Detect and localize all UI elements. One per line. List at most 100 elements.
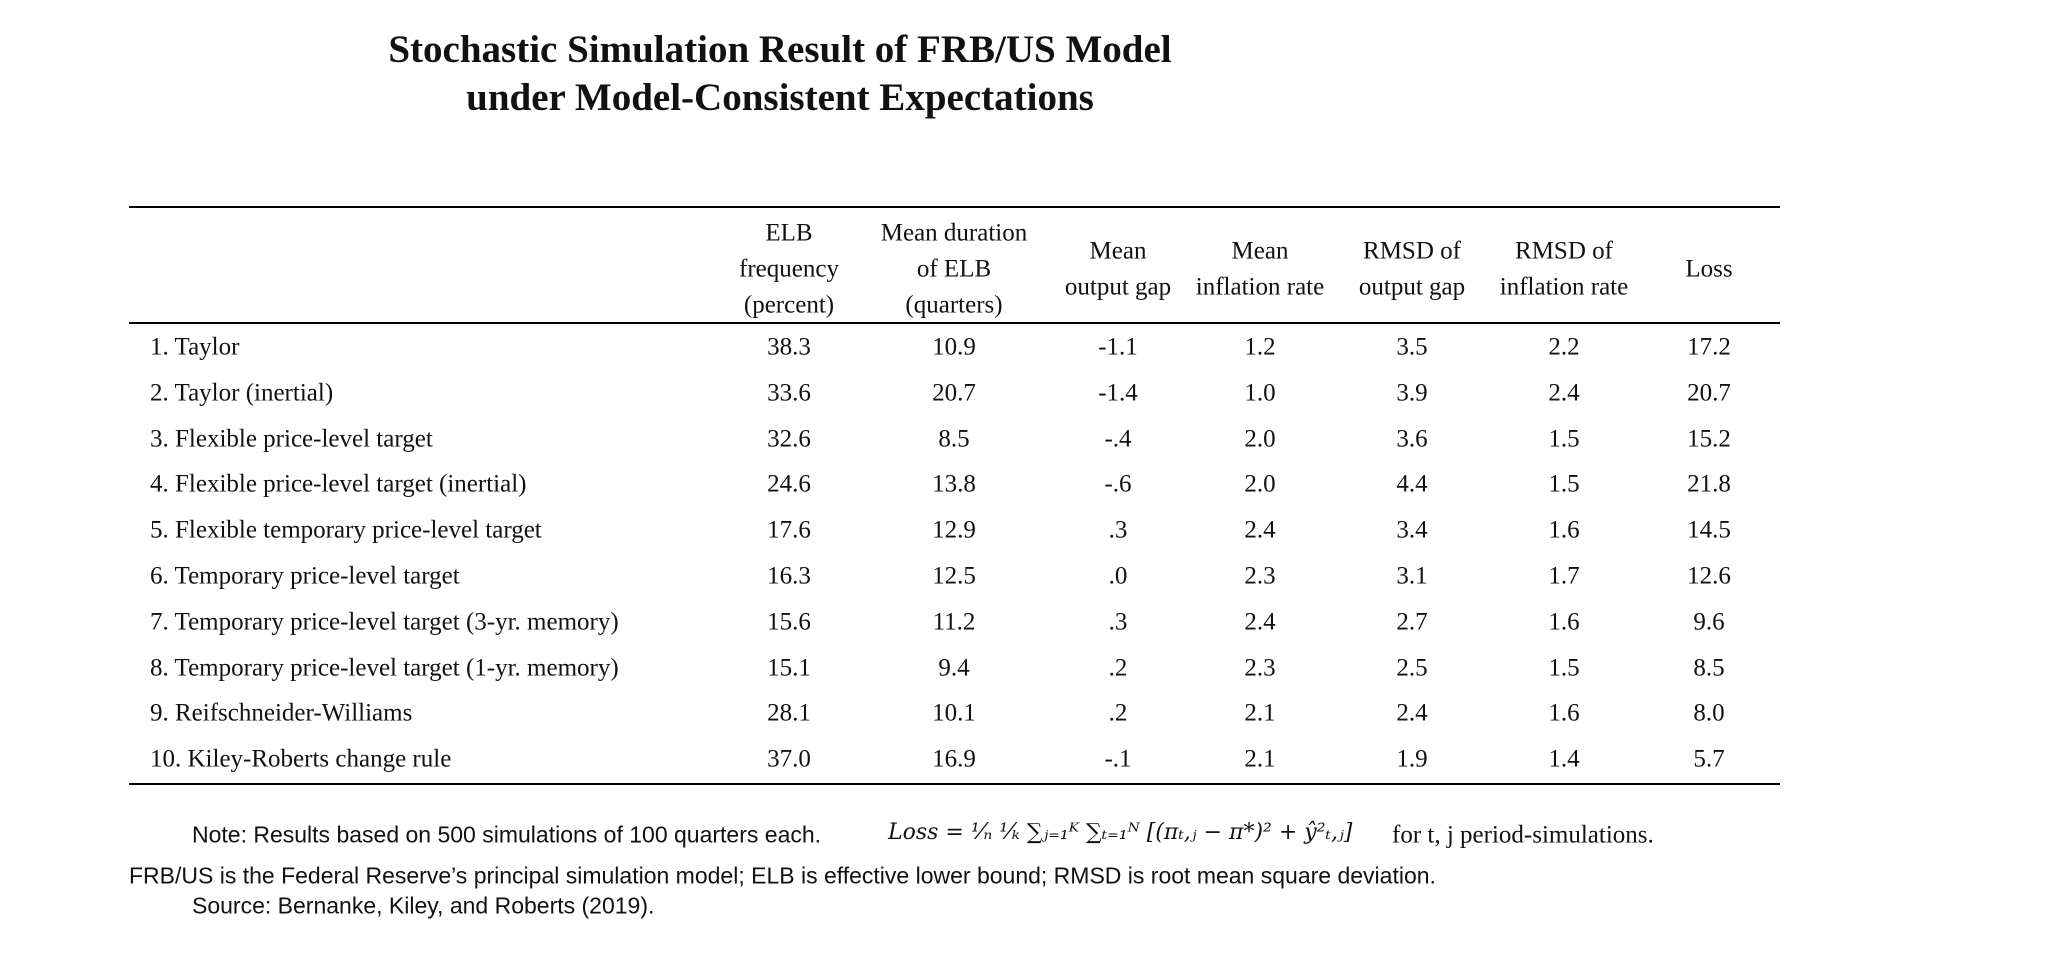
cell: 2.3 [1244, 654, 1276, 682]
cell: .3 [1108, 516, 1128, 544]
cell: 17.2 [1687, 333, 1731, 361]
bottom-rule [129, 783, 1780, 785]
cell: 2.1 [1244, 699, 1276, 727]
note-suffix: for t, j period-simulations. [1392, 821, 1654, 849]
cell: 1.6 [1548, 608, 1580, 636]
cell: 20.7 [1687, 379, 1731, 407]
cell: 1.2 [1244, 333, 1276, 361]
cell: 2.4 [1244, 516, 1276, 544]
column-header: ELB [765, 219, 813, 247]
cell: -1.1 [1098, 333, 1138, 361]
cell: 2.4 [1244, 608, 1276, 636]
cell: 9.4 [938, 654, 970, 682]
cell: 16.9 [932, 745, 976, 773]
note-line: FRB/US is the Federal Reserve’s principa… [129, 862, 1436, 889]
column-header: (percent) [743, 291, 835, 319]
cell: 1.5 [1548, 470, 1580, 498]
cell: 4.4 [1396, 470, 1428, 498]
column-header: RMSD of [1515, 237, 1613, 265]
cell: 2.5 [1396, 654, 1428, 682]
cell: -1.4 [1098, 379, 1138, 407]
cell: .3 [1108, 608, 1128, 636]
cell: -.4 [1104, 425, 1132, 453]
cell: 1.9 [1396, 745, 1428, 773]
cell: 1.5 [1548, 654, 1580, 682]
cell: 1.0 [1244, 379, 1276, 407]
cell: 12.6 [1687, 562, 1731, 590]
cell: 3.4 [1396, 516, 1428, 544]
cell: 2.4 [1396, 699, 1428, 727]
cell: 2.2 [1548, 333, 1580, 361]
row-label: 2. Taylor (inertial) [150, 379, 334, 407]
header-rule [129, 322, 1780, 324]
cell: 10.9 [932, 333, 976, 361]
column-header: RMSD of [1363, 237, 1461, 265]
cell: 32.6 [767, 425, 811, 453]
cell: .2 [1108, 654, 1128, 682]
row-label: 3. Flexible price-level target [150, 425, 433, 453]
note-text: Note: Results based on 500 simulations o… [192, 821, 822, 848]
cell: 3.5 [1396, 333, 1428, 361]
cell: 16.3 [767, 562, 811, 590]
cell: .2 [1108, 699, 1128, 727]
cell: 15.1 [767, 654, 811, 682]
cell: 38.3 [767, 333, 811, 361]
column-header: output gap [1064, 273, 1172, 301]
title: under Model-Consistent Expectations [466, 76, 1094, 119]
cell: 3.9 [1396, 379, 1428, 407]
cell: 2.4 [1548, 379, 1580, 407]
source: Source: Bernanke, Kiley, and Roberts (20… [192, 892, 655, 919]
note-formula: Loss = ¹⁄ₙ ¹⁄ₖ ∑ⱼ₌₁ᴷ ∑ₜ₌₁ᴺ [(πₜ,ⱼ − π*)²… [888, 820, 1353, 845]
cell: 20.7 [932, 379, 976, 407]
cell: 12.9 [932, 516, 976, 544]
row-label: 8. Temporary price-level target (1-yr. m… [150, 654, 619, 682]
cell: -.1 [1104, 745, 1132, 773]
column-header: of ELB [916, 255, 992, 283]
cell: 2.7 [1396, 608, 1428, 636]
row-label: 6. Temporary price-level target [150, 562, 460, 590]
top-rule [129, 206, 1780, 208]
cell: 1.5 [1548, 425, 1580, 453]
cell: 1.4 [1548, 745, 1580, 773]
cell: 8.5 [1693, 654, 1725, 682]
column-header: inflation rate [1195, 273, 1325, 301]
row-label: 5. Flexible temporary price-level target [150, 516, 542, 544]
row-label: 10. Kiley-Roberts change rule [150, 745, 452, 773]
cell: 10.1 [932, 699, 976, 727]
cell: 13.8 [932, 470, 976, 498]
cell: 8.0 [1693, 699, 1725, 727]
column-header: Loss [1685, 255, 1733, 283]
cell: 2.1 [1244, 745, 1276, 773]
column-header: inflation rate [1499, 273, 1629, 301]
row-label: 1. Taylor [150, 333, 240, 361]
cell: 8.5 [938, 425, 970, 453]
cell: 12.5 [932, 562, 976, 590]
cell: 28.1 [767, 699, 811, 727]
cell: 1.7 [1548, 562, 1580, 590]
cell: 2.0 [1244, 470, 1276, 498]
cell: 33.6 [767, 379, 811, 407]
column-header: (quarters) [905, 291, 1003, 319]
row-label: 4. Flexible price-level target (inertial… [150, 470, 527, 498]
cell: 1.6 [1548, 516, 1580, 544]
cell: -.6 [1104, 470, 1132, 498]
cell: 3.6 [1396, 425, 1428, 453]
cell: 2.3 [1244, 562, 1276, 590]
column-header: output gap [1358, 273, 1466, 301]
cell: 3.1 [1396, 562, 1428, 590]
cell: 15.2 [1687, 425, 1731, 453]
cell: 21.8 [1687, 470, 1731, 498]
cell: 5.7 [1693, 745, 1725, 773]
cell: 15.6 [767, 608, 811, 636]
cell: .0 [1108, 562, 1128, 590]
row-label: 9. Reifschneider-Williams [150, 699, 413, 727]
cell: 9.6 [1693, 608, 1725, 636]
column-header: Mean [1231, 237, 1289, 265]
cell: 14.5 [1687, 516, 1731, 544]
column-header: frequency [739, 255, 839, 283]
cell: 2.0 [1244, 425, 1276, 453]
cell: 37.0 [767, 745, 811, 773]
row-label: 7. Temporary price-level target (3-yr. m… [150, 608, 619, 636]
cell: 11.2 [932, 608, 976, 636]
